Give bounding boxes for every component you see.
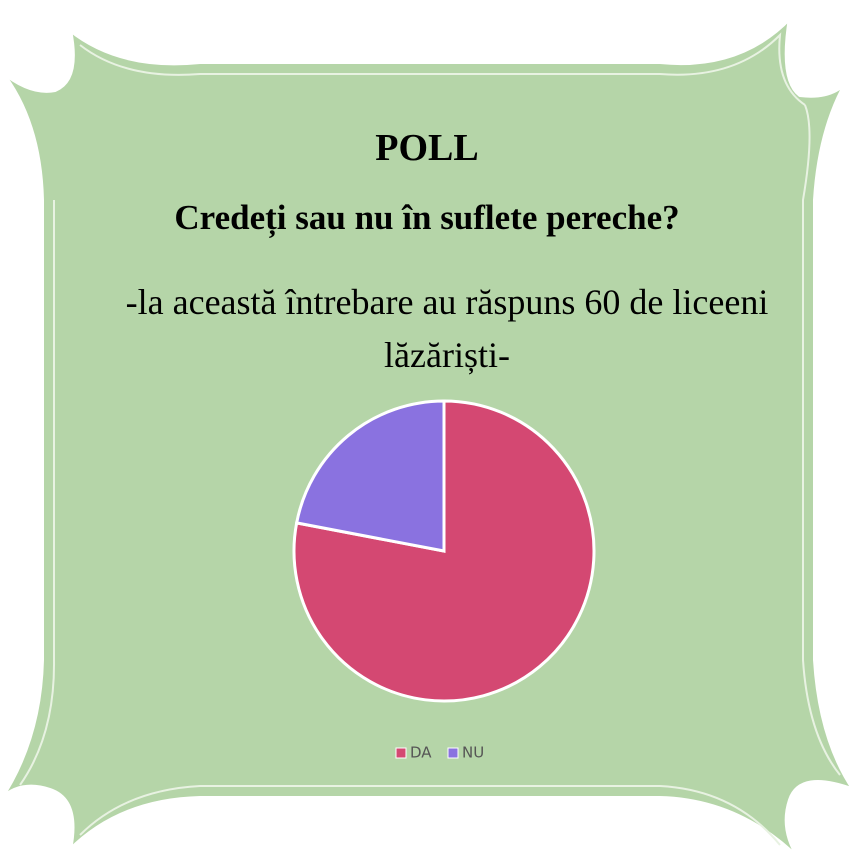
chart-subtitle: Credeți sau nu în suflete pereche? <box>0 198 854 238</box>
legend-label: DA <box>410 744 432 762</box>
chart-title: POLL <box>0 126 854 170</box>
page: DA NU POLL Credeți sau nu în suflete pere… <box>0 0 854 860</box>
legend-swatch <box>448 748 458 758</box>
legend-label: NU <box>462 744 484 762</box>
legend-swatch <box>396 748 406 758</box>
annotation: -la această întrebare au răspuns 60 de l… <box>117 276 777 382</box>
